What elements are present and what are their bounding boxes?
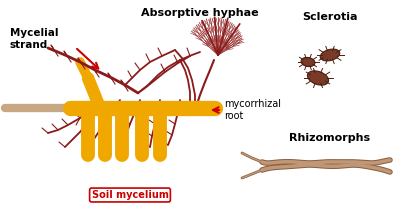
Text: Absorptive hyphae: Absorptive hyphae (141, 8, 259, 18)
Text: Sclerotia: Sclerotia (302, 12, 358, 22)
Ellipse shape (308, 71, 328, 85)
Text: mycorrhizal
root: mycorrhizal root (224, 99, 281, 121)
Ellipse shape (320, 49, 340, 61)
Text: Mycelial
strand: Mycelial strand (10, 28, 58, 50)
Ellipse shape (301, 57, 315, 67)
Text: Soil mycelium: Soil mycelium (92, 190, 168, 200)
Text: Rhizomorphs: Rhizomorphs (290, 133, 370, 143)
